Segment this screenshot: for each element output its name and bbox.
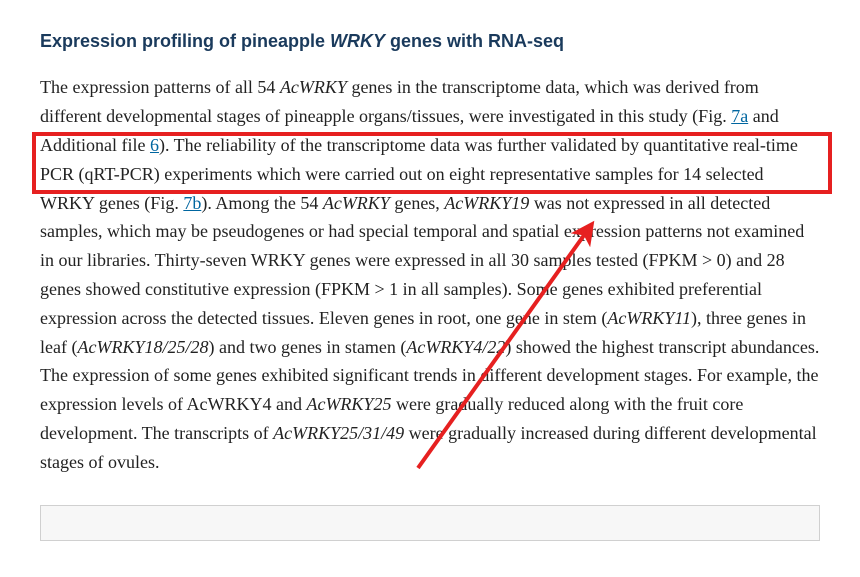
text-run: ). Among the 54 [201, 193, 323, 213]
additional-file-link-6[interactable]: 6 [150, 135, 159, 155]
text-run: ) and two genes in stamen ( [208, 337, 406, 357]
gene-name: AcWRKY [280, 77, 347, 97]
gene-name: AcWRKY18/25/28 [77, 337, 208, 357]
figure-link-7a[interactable]: 7a [731, 106, 748, 126]
gene-name: AcWRKY4/22 [406, 337, 505, 357]
gene-name: AcWRKY25/31/49 [273, 423, 404, 443]
text-run: genes, [390, 193, 444, 213]
heading-prefix: Expression profiling of pineapple [40, 31, 330, 51]
gene-name: AcWRKY19 [444, 193, 529, 213]
gene-name: AcWRKY25 [306, 394, 391, 414]
gene-name: AcWRKY11 [607, 308, 691, 328]
gene-name: AcWRKY [323, 193, 390, 213]
heading-italic: WRKY [330, 31, 385, 51]
figure-placeholder [40, 505, 820, 541]
body-paragraph: The expression patterns of all 54 AcWRKY… [40, 73, 820, 476]
figure-link-7b[interactable]: 7b [183, 193, 201, 213]
heading-suffix: genes with RNA-seq [385, 31, 564, 51]
section-heading: Expression profiling of pineapple WRKY g… [40, 30, 820, 53]
text-run: The expression patterns of all 54 [40, 77, 280, 97]
